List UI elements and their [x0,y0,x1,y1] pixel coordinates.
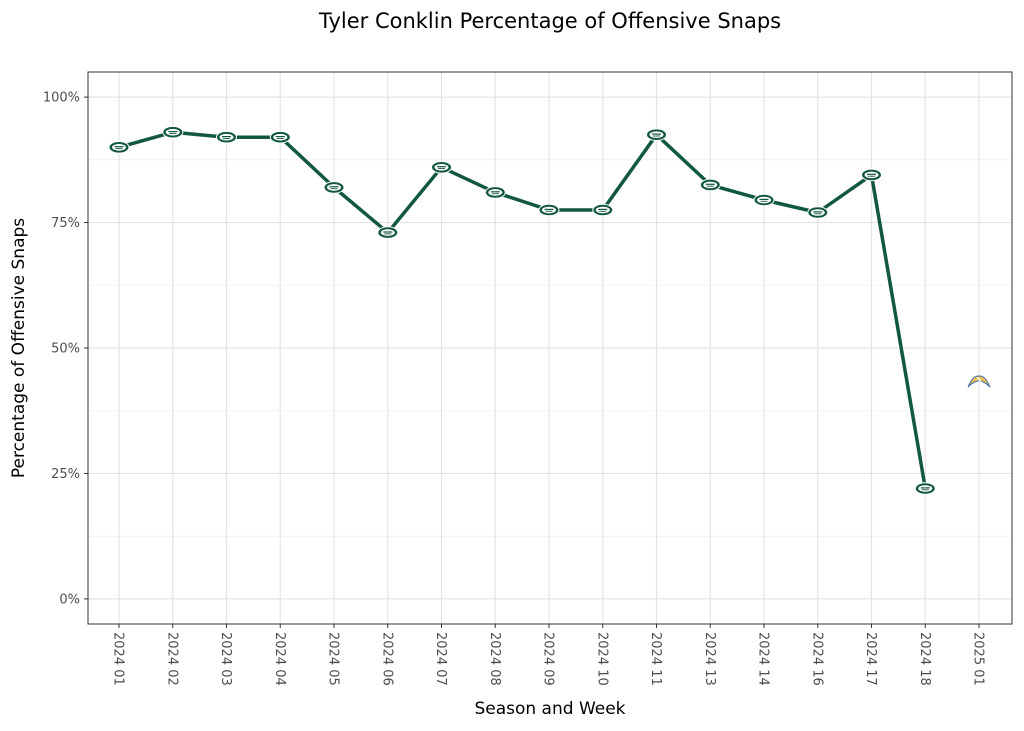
logo-bolt [976,376,982,382]
y-tick-label: 75% [51,216,80,231]
y-axis: 0% 25% 50% 75% 100% [43,91,88,607]
major-gridlines [88,72,1012,624]
y-tick-label: 100% [43,91,80,106]
jets-logo-icon [162,125,184,139]
jets-logo-icon [377,226,399,239]
jets-logo-icon [592,203,614,217]
jets-logo-icon [753,193,775,207]
x-tick-label: 2025 01 [971,632,986,686]
x-tick-label: 2024 07 [433,632,448,686]
jets-logo-icon [484,186,506,199]
jets-logo-icon [914,482,936,495]
x-tick-label: 2024 16 [809,632,824,686]
minor-gridlines [88,159,1012,537]
x-tick-label: 2024 08 [487,632,502,686]
x-tick-label: 2024 03 [218,632,233,686]
x-tick-label: 2024 05 [326,632,341,686]
x-tick-label: 2024 04 [272,632,287,686]
x-tick-label: 2024 10 [594,632,609,686]
x-tick-label: 2024 06 [379,632,394,686]
jets-logo-icon [861,168,882,182]
x-tick-label: 2024 02 [164,632,179,686]
jets-logo-icon [108,141,130,154]
x-tick-label: 2024 09 [541,632,556,686]
x-tick-label: 2024 14 [756,632,771,686]
jets-logo-icon [323,181,345,194]
y-tick-label: 25% [51,467,80,482]
y-tick-label: 0% [59,592,80,607]
x-axis-title: Season and Week [474,699,625,719]
y-axis-title: Percentage of Offensive Snaps [9,218,29,478]
chargers-logo-icon [967,375,991,388]
jets-logo-icon [538,203,560,217]
jets-logo-icon [699,178,721,192]
x-tick-label: 2024 01 [111,632,126,686]
x-axis: 2024 01 2024 02 2024 03 2024 04 2024 05 2024 … [111,624,986,686]
series-layer [108,125,991,495]
series-line [117,130,928,491]
jets-logo-icon [269,130,291,144]
jets-logo-icon [431,161,452,174]
data-point [967,375,991,388]
x-tick-label: 2024 11 [648,632,663,686]
jets-logo-icon [646,128,667,141]
x-tick-label: 2024 18 [917,632,932,686]
y-tick-label: 50% [51,342,80,357]
chart-title: Tyler Conklin Percentage of Offensive Sn… [318,9,781,33]
x-tick-label: 2024 13 [702,632,717,686]
x-tick-label: 2024 17 [863,632,878,686]
jets-logo-icon [807,206,829,219]
jets-logo-icon [216,130,237,144]
